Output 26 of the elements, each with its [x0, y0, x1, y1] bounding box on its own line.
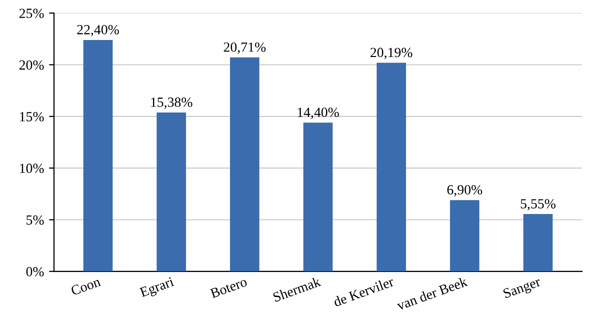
data-label: 22,40% — [77, 24, 119, 36]
data-label: 6,90% — [447, 185, 482, 197]
bar — [376, 62, 406, 272]
x-tick-label: Coon — [70, 276, 102, 296]
bar — [230, 57, 260, 272]
bar — [450, 200, 480, 272]
x-tick-label: Sanger — [502, 276, 542, 301]
bar — [156, 112, 186, 272]
bar — [83, 40, 113, 272]
data-label: 20,71% — [224, 42, 266, 54]
data-label: 5,55% — [520, 199, 556, 210]
bar — [303, 122, 333, 272]
data-label: 15,38% — [151, 98, 192, 109]
x-tick-label: de Kerviler — [332, 276, 395, 307]
data-label: 20,19% — [370, 48, 412, 60]
y-tick-label: 15% — [20, 112, 44, 122]
data-label: 14,40% — [298, 108, 339, 120]
y-tick-label: 20% — [19, 60, 44, 70]
x-tick-label: van der Beek — [396, 276, 468, 311]
bar — [523, 214, 553, 272]
y-tick-label: 25% — [19, 8, 44, 18]
y-tick-label: 0% — [26, 266, 44, 276]
y-tick-label: 5% — [26, 215, 44, 225]
x-tick-label: Botero — [210, 276, 248, 298]
x-tick-label: Egrari — [139, 276, 176, 300]
y-tick-label: 10% — [20, 164, 44, 174]
